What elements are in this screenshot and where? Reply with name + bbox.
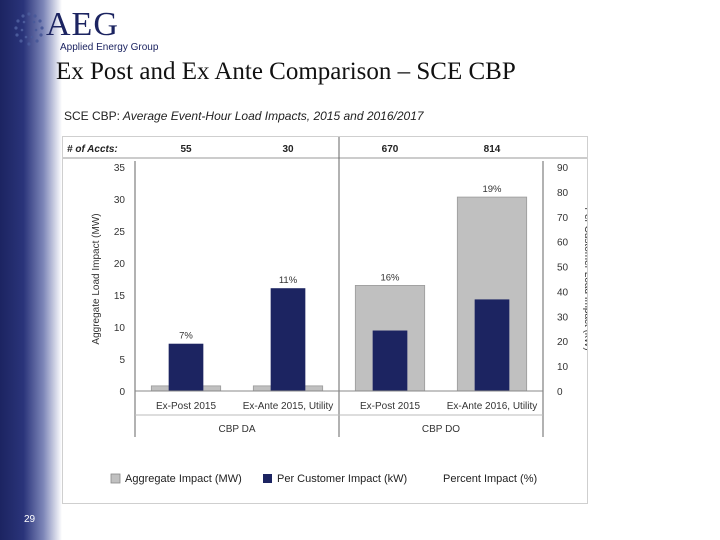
legend-label-aggregate: Aggregate Impact (MW) bbox=[125, 473, 242, 485]
y2-tick-label: 60 bbox=[557, 238, 569, 249]
y2-tick-label: 20 bbox=[557, 337, 569, 348]
y2-tick-label: 80 bbox=[557, 188, 569, 199]
y-tick-label: 5 bbox=[119, 355, 125, 366]
category-label: Ex-Post 2015 bbox=[156, 401, 216, 412]
y2-tick-label: 90 bbox=[557, 163, 569, 174]
account-count: 55 bbox=[180, 144, 192, 155]
y2-tick-label: 0 bbox=[557, 387, 563, 398]
y2-tick-label: 50 bbox=[557, 263, 569, 274]
y-tick-label: 35 bbox=[114, 163, 126, 174]
sidebar-band bbox=[0, 0, 62, 540]
group-label: CBP DO bbox=[422, 424, 460, 435]
category-label: Ex-Post 2015 bbox=[360, 401, 420, 412]
aeg-logo-icon bbox=[14, 12, 44, 46]
per-customer-bar bbox=[270, 288, 306, 391]
y-tick-label: 15 bbox=[114, 291, 126, 302]
y2-tick-label: 70 bbox=[557, 213, 569, 224]
chart-title: SCE CBP: Average Event-Hour Load Impacts… bbox=[64, 109, 424, 123]
y-tick-label: 10 bbox=[114, 323, 126, 334]
logo-wordmark: AEG bbox=[46, 6, 119, 43]
percent-label: 16% bbox=[380, 272, 400, 283]
y-tick-label: 25 bbox=[114, 227, 126, 238]
account-count: 814 bbox=[484, 144, 501, 155]
accounts-label: # of Accts: bbox=[67, 144, 118, 155]
y-tick-label: 0 bbox=[119, 387, 125, 398]
legend-label-percent: Percent Impact (%) bbox=[443, 473, 537, 485]
group-label: CBP DA bbox=[218, 424, 255, 435]
account-count: 30 bbox=[282, 144, 294, 155]
per-customer-bar bbox=[168, 343, 204, 391]
y-tick-label: 30 bbox=[114, 195, 126, 206]
y-axis-title: Aggregate Load Impact (MW) bbox=[91, 213, 102, 344]
category-label: Ex-Ante 2016, Utility bbox=[447, 401, 538, 412]
percent-label: 11% bbox=[279, 275, 298, 286]
logo-tagline: Applied Energy Group bbox=[60, 42, 159, 53]
y2-tick-label: 10 bbox=[557, 362, 569, 373]
percent-label: 7% bbox=[179, 331, 193, 342]
legend-label-per-customer: Per Customer Impact (kW) bbox=[277, 473, 407, 485]
chart-title-rest: Average Event-Hour Load Impacts, 2015 an… bbox=[120, 109, 424, 123]
y2-tick-label: 30 bbox=[557, 312, 569, 323]
y2-tick-label: 40 bbox=[557, 287, 569, 298]
per-customer-bar bbox=[474, 299, 510, 391]
y2-axis-title: Per Customer Load Impact (kW) bbox=[582, 207, 587, 350]
legend-swatch-per-customer bbox=[263, 474, 272, 483]
legend-swatch-aggregate bbox=[110, 473, 121, 484]
chart-area: 0 5 10 15 20 25 30 35 0 10 20 30 40 50 60 70 80 90 Aggrega… bbox=[62, 136, 588, 504]
page-number: 29 bbox=[24, 514, 36, 525]
account-count: 670 bbox=[382, 144, 399, 155]
chart-title-prefix: SCE CBP: bbox=[64, 109, 121, 123]
per-customer-bar bbox=[372, 330, 408, 391]
bar-chart: 0 5 10 15 20 25 30 35 0 10 20 30 40 50 60 70 80 90 Aggrega… bbox=[63, 137, 587, 485]
percent-label: 19% bbox=[482, 184, 502, 195]
slide-title: Ex Post and Ex Ante Comparison – SCE CBP bbox=[56, 58, 516, 85]
category-label: Ex-Ante 2015, Utility bbox=[243, 401, 334, 412]
y-tick-label: 20 bbox=[114, 259, 126, 270]
